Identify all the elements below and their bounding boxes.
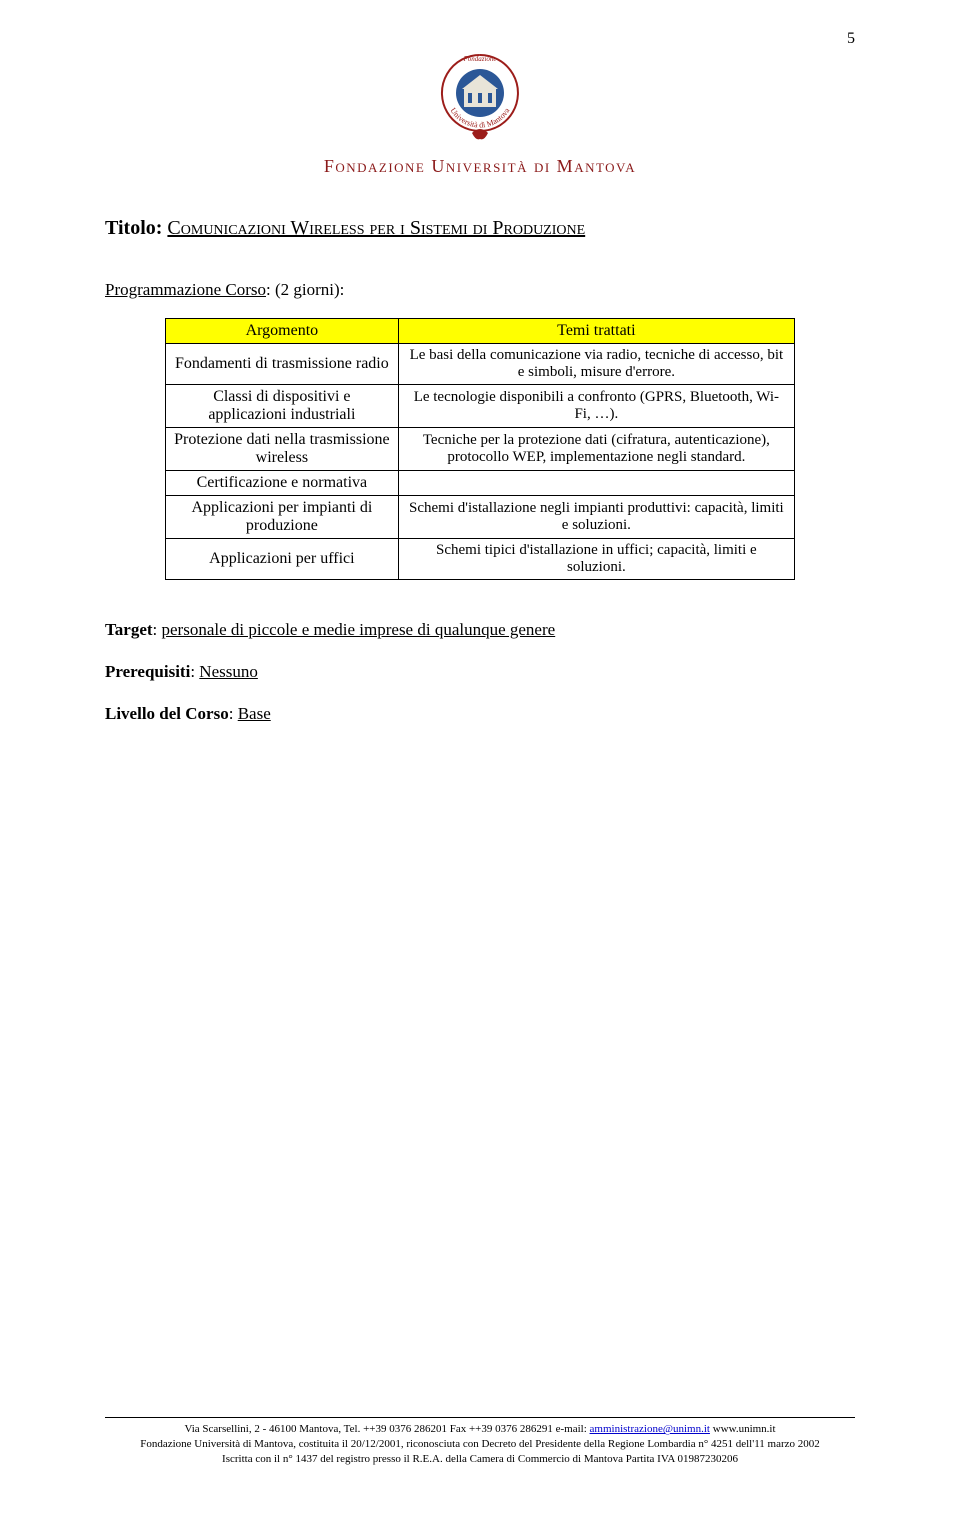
programmazione-value: : (2 giorni):: [266, 280, 344, 299]
page-footer: Via Scarsellini, 2 - 46100 Mantova, Tel.…: [0, 1417, 960, 1467]
cell-argomento: Classi di dispositivi e applicazioni ind…: [166, 385, 399, 428]
table-row: Certificazione e normativa: [166, 471, 795, 496]
table-row: Fondamenti di trasmissione radio Le basi…: [166, 344, 795, 385]
footer-email-link[interactable]: amministrazione@unimn.it: [590, 1423, 710, 1435]
footer-line-2: Fondazione Università di Mantova, costit…: [70, 1437, 890, 1452]
svg-text:Fondazione: Fondazione: [462, 55, 496, 63]
content-area: Titolo: Comunicazioni Wireless per i Sis…: [0, 177, 960, 724]
table-row: Classi di dispositivi e applicazioni ind…: [166, 385, 795, 428]
header-temi: Temi trattati: [398, 319, 794, 344]
org-name: Fondazione Università di Mantova: [0, 156, 960, 177]
title-text: Comunicazioni Wireless per i Sistemi di …: [167, 217, 585, 239]
programmazione-label: Programmazione Corso: [105, 280, 266, 299]
target-value: personale di piccole e medie imprese di …: [162, 620, 556, 639]
programmazione-line: Programmazione Corso: (2 giorni):: [105, 280, 855, 300]
prereq-line: Prerequisiti: Nessuno: [105, 662, 855, 682]
cell-temi: Le tecnologie disponibili a confronto (G…: [398, 385, 794, 428]
cell-temi: Tecniche per la protezione dati (cifratu…: [398, 428, 794, 471]
target-line: Target: personale di piccole e medie imp…: [105, 620, 855, 640]
cell-argomento: Fondamenti di trasmissione radio: [166, 344, 399, 385]
cell-temi: Le basi della comunicazione via radio, t…: [398, 344, 794, 385]
table-row: Protezione dati nella trasmissione wirel…: [166, 428, 795, 471]
header-argomento: Argomento: [166, 319, 399, 344]
cell-argomento: Applicazioni per impianti di produzione: [166, 496, 399, 539]
level-line: Livello del Corso: Base: [105, 704, 855, 724]
cell-temi: [398, 471, 794, 496]
prereq-value: Nessuno: [199, 662, 258, 681]
footer-site: www.unimn.it: [710, 1423, 776, 1435]
title-prefix: Titolo:: [105, 217, 167, 239]
page-header: Fondazione Università di Mantova Fondazi…: [0, 0, 960, 177]
table-header-row: Argomento Temi trattati: [166, 319, 795, 344]
level-label: Livello del Corso: [105, 704, 229, 723]
course-table: Argomento Temi trattati Fondamenti di tr…: [165, 318, 795, 580]
cell-argomento: Applicazioni per uffici: [166, 539, 399, 580]
footer-line-1: Via Scarsellini, 2 - 46100 Mantova, Tel.…: [70, 1422, 890, 1437]
document-title: Titolo: Comunicazioni Wireless per i Sis…: [105, 217, 855, 240]
level-value: Base: [238, 704, 271, 723]
logo-icon: Fondazione Università di Mantova: [430, 45, 530, 145]
footer-addr: Via Scarsellini, 2 - 46100 Mantova, Tel.…: [184, 1423, 589, 1435]
cell-argomento: Certificazione e normativa: [166, 471, 399, 496]
footer-line-3: Iscritta con il n° 1437 del registro pre…: [70, 1452, 890, 1467]
cell-argomento: Protezione dati nella trasmissione wirel…: [166, 428, 399, 471]
table-row: Applicazioni per impianti di produzione …: [166, 496, 795, 539]
prereq-label: Prerequisiti: [105, 662, 190, 681]
target-label: Target: [105, 620, 153, 639]
page-number: 5: [847, 30, 855, 48]
cell-temi: Schemi d'istallazione negli impianti pro…: [398, 496, 794, 539]
table-row: Applicazioni per uffici Schemi tipici d'…: [166, 539, 795, 580]
cell-temi: Schemi tipici d'istallazione in uffici; …: [398, 539, 794, 580]
footer-rule: [105, 1417, 855, 1418]
